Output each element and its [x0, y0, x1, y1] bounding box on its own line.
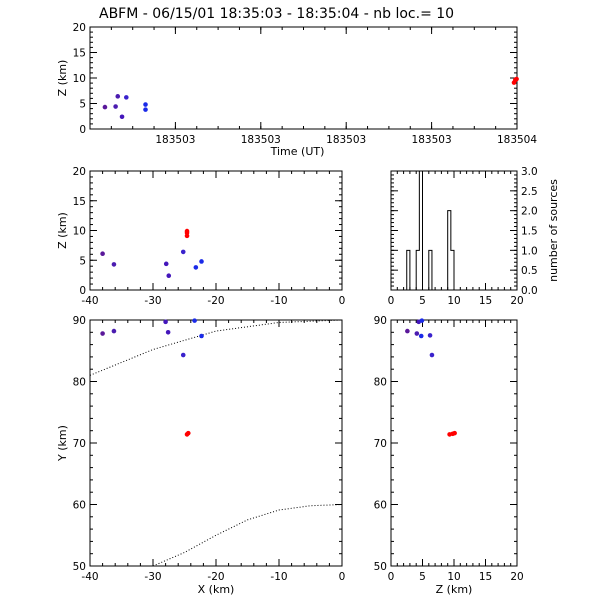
plan-view-y-label: Y (km)	[56, 425, 69, 462]
x-height-x-tick-label: -40	[81, 295, 98, 307]
histogram-x-tick-label: 5	[419, 295, 426, 307]
plan-view-y-tick-label: 80	[73, 377, 86, 389]
time-height-y-tick-label: 10	[73, 73, 86, 85]
time-height-y-tick-label: 15	[73, 48, 86, 60]
time-height-y-tick-label: 0	[79, 124, 86, 136]
time-height-point	[143, 107, 148, 112]
plan-view-range-ring	[89, 319, 343, 376]
time-height-frame	[89, 26, 518, 130]
time-height-y-label: Z (km)	[56, 60, 69, 97]
histogram-y-tick-label: 2.5	[521, 186, 538, 198]
height-y-point	[419, 318, 425, 323]
plan-view-frame	[89, 319, 343, 567]
time-height-point	[119, 114, 125, 120]
x-height-x-tick-label: 0	[339, 295, 346, 307]
x-height-y-tick-label: 20	[73, 166, 86, 178]
time-height-point	[514, 76, 519, 82]
plan-view-y-tick-label: 70	[73, 438, 86, 450]
plan-view-x-tick-label: -10	[270, 571, 287, 583]
plan-view-x-tick-label: -20	[207, 571, 224, 583]
time-height-y-tick-label: 20	[73, 22, 86, 34]
height-y-point	[414, 331, 420, 336]
height-y-x-tick-label: 0	[388, 571, 395, 583]
histogram-y-tick-label: 1.5	[521, 226, 538, 238]
histogram-y-tick-label: 3.0	[521, 166, 538, 178]
time-height-point	[143, 102, 148, 107]
plan-view-range-ring	[152, 504, 343, 567]
x-height-x-tick-label: -30	[144, 295, 161, 307]
height-y-point	[405, 328, 410, 334]
x-height-y-label: Z (km)	[56, 212, 69, 249]
x-height-y-tick-label: 10	[73, 226, 86, 238]
height-y-x-tick-label: 15	[479, 571, 492, 583]
x-height-point	[111, 262, 117, 267]
height-y-frame	[390, 319, 518, 567]
x-height-point	[166, 273, 172, 279]
x-height-point	[163, 261, 169, 267]
time-height-x-tick-label: 183503	[412, 134, 452, 146]
plan-view-point	[100, 331, 105, 336]
plan-view-point	[185, 430, 191, 436]
height-y-x-tick-label: 20	[510, 571, 523, 583]
plan-view-x-tick-label: -40	[81, 571, 98, 583]
time-height-x-tick-label: 183504	[497, 134, 537, 146]
height-y-y-tick-label: 80	[374, 377, 387, 389]
x-height-point	[180, 249, 186, 255]
height-y-y-tick-label: 60	[374, 500, 387, 512]
height-y-point	[418, 333, 424, 339]
x-height-x-tick-label: -10	[270, 295, 287, 307]
height-y-point	[452, 430, 457, 436]
plan-view-point	[165, 330, 171, 335]
plan-view-x-tick-label: 0	[339, 571, 346, 583]
histogram-x-tick-label: 20	[510, 295, 523, 307]
x-height-point	[184, 228, 190, 234]
x-height-point	[100, 251, 105, 257]
plan-view-point	[199, 333, 204, 339]
time-height-x-tick-label: 183503	[155, 134, 195, 146]
plan-view-y-tick-label: 50	[73, 561, 86, 573]
height-y-point	[427, 333, 433, 338]
histogram-y-tick-label: 0.0	[521, 285, 538, 297]
histogram-y-tick-label: 2.0	[521, 206, 538, 218]
height-y-point	[429, 352, 435, 358]
time-height-point	[102, 104, 108, 110]
time-height-point	[113, 104, 118, 109]
chart-title: ABFM - 06/15/01 18:35:03 - 18:35:04 - nb…	[99, 6, 454, 22]
x-height-y-tick-label: 15	[73, 196, 86, 208]
x-height-y-tick-label: 0	[79, 285, 86, 297]
histogram-y-tick-label: 0.5	[521, 265, 538, 277]
plan-view-point	[111, 328, 117, 334]
height-y-y-tick-label: 70	[374, 438, 387, 450]
histogram-x-tick-label: 0	[388, 295, 395, 307]
plan-view-x-tick-label: -30	[144, 571, 161, 583]
height-y-x-tick-label: 5	[419, 571, 426, 583]
plan-view-point	[163, 319, 168, 325]
plan-view-y-tick-label: 90	[73, 315, 86, 327]
x-height-x-tick-label: -20	[207, 295, 224, 307]
height-y-y-tick-label: 90	[374, 315, 387, 327]
height-y-x-label: Z (km)	[436, 583, 473, 596]
histogram-step-line	[391, 170, 517, 291]
x-height-point	[193, 265, 199, 270]
time-height-point	[123, 95, 129, 100]
time-height-y-tick-label: 5	[79, 99, 86, 111]
time-height-point	[115, 94, 121, 99]
histogram-y-label: number of sources	[547, 179, 560, 282]
x-height-point	[199, 259, 204, 264]
plan-view-x-label: X (km)	[198, 583, 235, 596]
height-y-x-tick-label: 10	[447, 571, 460, 583]
plan-view-y-tick-label: 60	[73, 500, 86, 512]
time-height-x-tick-label: 183503	[326, 134, 366, 146]
plan-view-point	[180, 352, 186, 358]
x-height-frame	[89, 170, 343, 291]
histogram-y-tick-label: 1.0	[521, 245, 538, 257]
height-y-y-tick-label: 50	[374, 561, 387, 573]
x-height-y-tick-label: 5	[79, 255, 86, 267]
time-height-x-label: Time (UT)	[270, 145, 325, 158]
plan-view-point	[192, 318, 197, 323]
histogram-x-tick-label: 10	[447, 295, 460, 307]
time-height-x-tick-label: 183503	[241, 134, 281, 146]
histogram-x-tick-label: 15	[479, 295, 492, 307]
